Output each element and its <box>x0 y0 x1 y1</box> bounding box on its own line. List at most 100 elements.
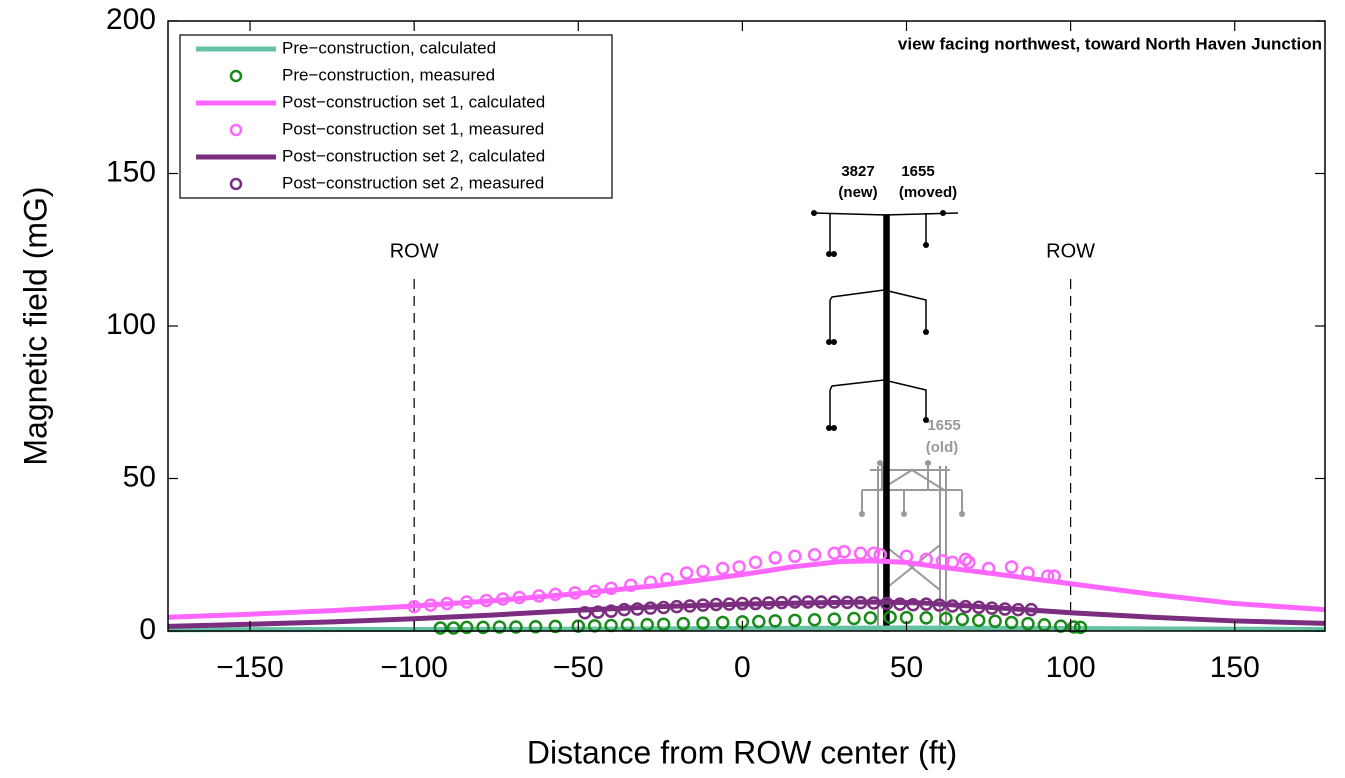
data-point <box>643 601 658 615</box>
y-axis-label: Magnetic field (mG) <box>17 186 53 465</box>
data-point <box>715 561 730 576</box>
data-point <box>873 548 888 562</box>
data-point <box>748 555 763 570</box>
row-label: ROW <box>390 240 439 262</box>
data-point <box>761 596 776 610</box>
data-point <box>568 586 582 600</box>
data-point <box>955 612 970 627</box>
data-point <box>423 598 438 612</box>
data-point <box>998 602 1012 616</box>
data-point <box>945 599 960 613</box>
data-point <box>660 572 674 586</box>
data-point <box>919 552 933 567</box>
old-insulator-dots <box>859 460 965 517</box>
data-point <box>683 599 697 613</box>
data-point <box>971 613 986 628</box>
legend-box <box>179 34 613 199</box>
data-point <box>459 620 474 635</box>
data-point <box>807 612 822 627</box>
data-point <box>985 601 999 615</box>
data-point <box>630 602 645 616</box>
data-point <box>604 581 618 596</box>
data-point <box>476 620 490 635</box>
x-tick-label: 50 <box>890 651 923 684</box>
legend-label: Post−construction set 1, calculated <box>282 92 545 111</box>
data-point <box>988 614 1002 628</box>
data-point <box>1004 615 1019 630</box>
data-point <box>919 597 933 611</box>
data-point <box>958 599 973 614</box>
data-point <box>971 600 986 614</box>
legend-swatch <box>229 123 243 137</box>
data-point <box>696 564 710 579</box>
data-point <box>866 596 881 610</box>
data-point <box>1024 602 1038 617</box>
data-point <box>1073 620 1088 635</box>
data-point <box>643 575 658 589</box>
data-point <box>962 555 976 570</box>
data-point <box>906 598 920 612</box>
data-point <box>1011 602 1025 617</box>
y-tick-label: 150 <box>106 155 156 188</box>
x-tick-label: −100 <box>380 651 448 684</box>
x-tick-label: 0 <box>734 651 751 684</box>
y-tick-label: 100 <box>106 308 156 341</box>
y-tick-label: 200 <box>106 3 156 36</box>
data-point <box>709 597 723 612</box>
legend-label: Pre−construction, calculated <box>282 38 496 57</box>
data-point <box>863 611 878 625</box>
data-point <box>617 602 631 617</box>
data-point <box>670 599 684 614</box>
data-point <box>981 561 996 576</box>
data-point <box>837 544 851 559</box>
data-point <box>532 589 546 603</box>
data-point <box>866 546 881 560</box>
data-point <box>1047 569 1061 583</box>
data-point <box>548 619 563 634</box>
data-point <box>676 616 691 631</box>
legend-label: Pre−construction, measured <box>282 65 495 84</box>
data-point <box>1004 560 1019 574</box>
data-point <box>591 605 605 619</box>
legend-label: Post−construction set 1, measured <box>282 119 544 138</box>
structure-label: (old) <box>926 439 958 456</box>
data-point <box>732 560 746 574</box>
data-point <box>748 596 763 611</box>
series-line <box>167 599 1326 629</box>
data-point <box>853 595 868 610</box>
data-point <box>433 621 448 635</box>
legend-swatch <box>229 177 243 191</box>
data-point <box>1021 616 1035 631</box>
data-point <box>459 595 474 609</box>
data-point <box>512 590 526 605</box>
data-point <box>893 597 907 611</box>
data-point <box>752 614 766 629</box>
data-point <box>801 595 815 609</box>
data-point <box>696 616 710 630</box>
plot-data <box>167 544 1326 635</box>
data-point <box>440 596 454 611</box>
x-tick-label: 150 <box>1210 651 1260 684</box>
series-line <box>167 558 1326 620</box>
data-point <box>1040 569 1055 583</box>
x-tick-label: −150 <box>216 651 284 684</box>
data-point <box>814 595 828 609</box>
data-point <box>768 614 782 628</box>
data-point <box>880 596 894 611</box>
data-point <box>578 605 592 620</box>
series-line <box>167 625 1326 633</box>
data-point <box>640 617 654 632</box>
insulator-dots <box>811 210 946 431</box>
data-point <box>696 598 710 612</box>
data-point <box>899 549 914 564</box>
data-point <box>788 595 802 609</box>
view-annotation: view facing northwest, toward North Have… <box>898 34 1322 53</box>
y-tick-label: 50 <box>123 460 156 493</box>
data-point <box>919 611 933 625</box>
data-point <box>847 611 861 626</box>
legend: Pre−construction, calculated Pre−construc… <box>179 34 613 199</box>
data-point <box>624 578 638 592</box>
legend-label: Post−construction set 2, measured <box>282 173 544 192</box>
data-point <box>587 584 602 599</box>
